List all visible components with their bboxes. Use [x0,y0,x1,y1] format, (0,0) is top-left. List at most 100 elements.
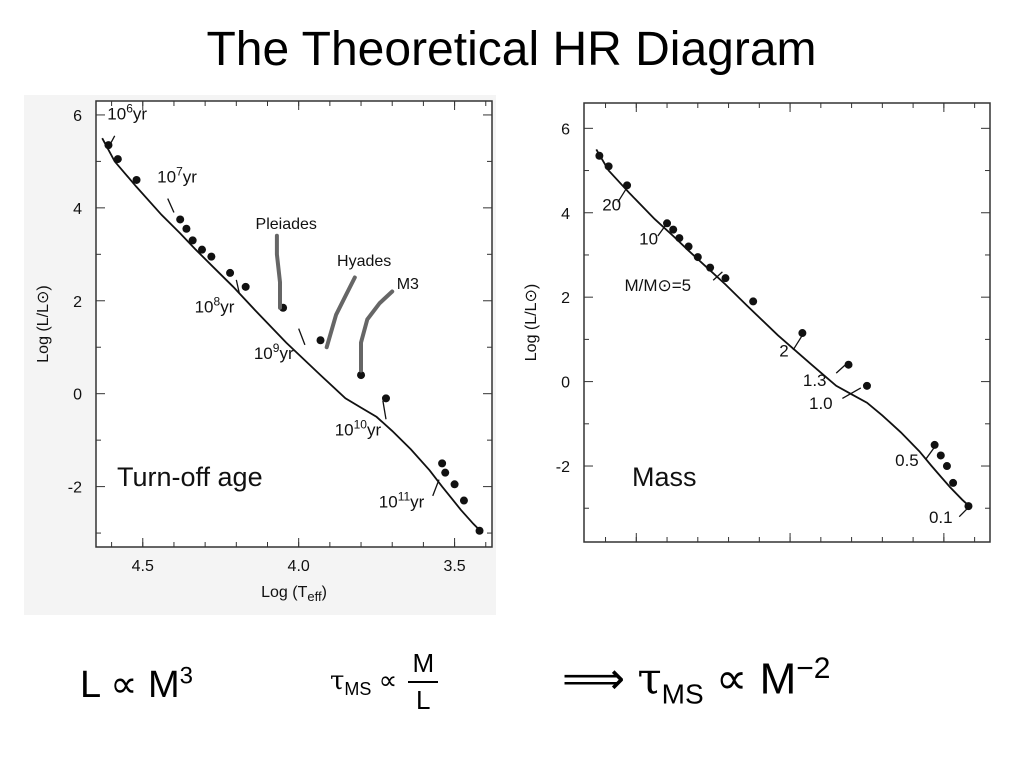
main-sequence-point [176,215,185,224]
main-sequence-point [964,502,973,511]
main-sequence-point [207,252,216,261]
eq1-lhs: L [80,664,100,706]
isochrone-hyades [324,275,357,350]
main-sequence-point [669,225,678,234]
eq3-sub: MS [661,678,704,710]
y-tick-label: 6 [561,121,570,138]
eq1-op: ∝ [110,664,138,706]
main-sequence-point [721,274,730,283]
main-sequence-point [798,329,807,338]
eq3-tau: τ [637,653,662,705]
y-tick-label: -2 [556,459,570,476]
main-sequence-point [749,297,758,306]
mass-label: 2 [779,341,788,360]
eq2-op: ∝ [378,664,398,695]
age-label-exp: 7 [176,164,183,178]
mass-label: M/M⊙=5 [624,276,691,295]
age-tick [167,198,175,213]
mass-label: 20 [602,196,621,215]
main-sequence-point [113,155,122,164]
age-label-unit: yr [410,493,425,512]
equation-lifetime-ratio: τMS ∝ M L [330,648,439,716]
y-tick-label: 4 [73,201,82,218]
main-sequence-point [198,245,207,254]
main-sequence-point [438,459,447,468]
x-tick-label: 4.5 [132,558,154,575]
main-sequence-point [844,360,853,369]
mass-label: 1.0 [809,394,833,413]
eq3-op: ∝ [715,654,748,704]
x-axis-label-sub: eff [307,589,322,604]
age-label-exp: 11 [398,490,411,504]
y-tick-label: 0 [73,387,82,404]
eq2-denominator: L [416,685,431,715]
age-label-exp: 8 [214,294,221,308]
y-axis-label: Log (L/L⊙) [523,284,540,361]
isochrone-label-pleiades: Pleiades [256,216,317,233]
age-label-unit: yr [367,421,382,440]
main-sequence-point [188,236,197,245]
eq3-base: M [759,654,797,704]
age-label-unit: yr [183,167,198,186]
main-sequence-point [132,175,141,184]
main-sequence-point [595,151,604,160]
main-sequence-point [942,462,951,471]
age-label-base: 10 [335,421,354,440]
age-label-unit: yr [279,344,294,363]
main-sequence-point [930,440,939,449]
isochrone-label-hyades: Hyades [337,253,391,270]
main-sequence-point [450,480,459,489]
age-label-base: 10 [195,297,214,316]
main-sequence-point [862,381,871,390]
y-tick-label: 2 [561,290,570,307]
main-sequence-point [706,263,715,272]
mass-label: 0.1 [929,508,953,527]
age-label-9: 109yr [254,341,294,363]
age-label-8: 108yr [195,294,235,316]
eq2-fraction: M L [408,648,439,716]
eq1-exp: 3 [179,662,194,690]
equation-lifetime-mass: ⟹ τMS ∝ M−2 [562,652,830,710]
mass-tick [958,506,969,518]
age-tick [107,135,116,148]
main-sequence-point [675,234,684,243]
age-label-unit: yr [220,297,235,316]
mass-label: 0.5 [895,451,919,470]
isochrone-label-m3: M3 [397,276,419,293]
x-tick-label: 4.0 [288,558,310,575]
age-tick [382,400,387,420]
x-axis-label-close: ) [322,584,327,601]
eq3-arrow: ⟹ [562,654,626,704]
age-label-exp: 9 [273,341,280,355]
age-tick [432,479,440,497]
age-label-10: 1010yr [335,418,382,440]
eq2-tau: τ [330,665,345,696]
main-sequence-point [226,268,235,277]
main-sequence-point [949,478,958,487]
main-sequence-point [936,451,945,460]
age-label-unit: yr [133,105,148,124]
main-sequence-point [381,394,390,403]
age-label-base: 10 [107,105,126,124]
mass-label: 1.3 [803,371,827,390]
mass-tick [835,364,846,374]
age-label-exp: 10 [354,418,368,432]
age-label-11: 1011yr [379,490,425,512]
eq2-numerator: M [408,648,439,683]
y-tick-label: 6 [73,108,82,125]
mass-tick [712,271,723,281]
age-tick [235,279,241,294]
mass-tick [792,334,803,351]
y-tick-label: 2 [73,294,82,311]
main-sequence-point [693,253,702,262]
slide-title: The Theoretical HR Diagram [206,23,817,76]
mass-tick [617,187,628,203]
main-sequence-point [241,282,250,291]
age-tick [298,328,306,346]
mass-label: 10 [639,229,658,248]
x-axis-label: Log (Teff) [261,584,327,604]
mass-tick [842,387,862,400]
age-label-base: 10 [254,344,273,363]
